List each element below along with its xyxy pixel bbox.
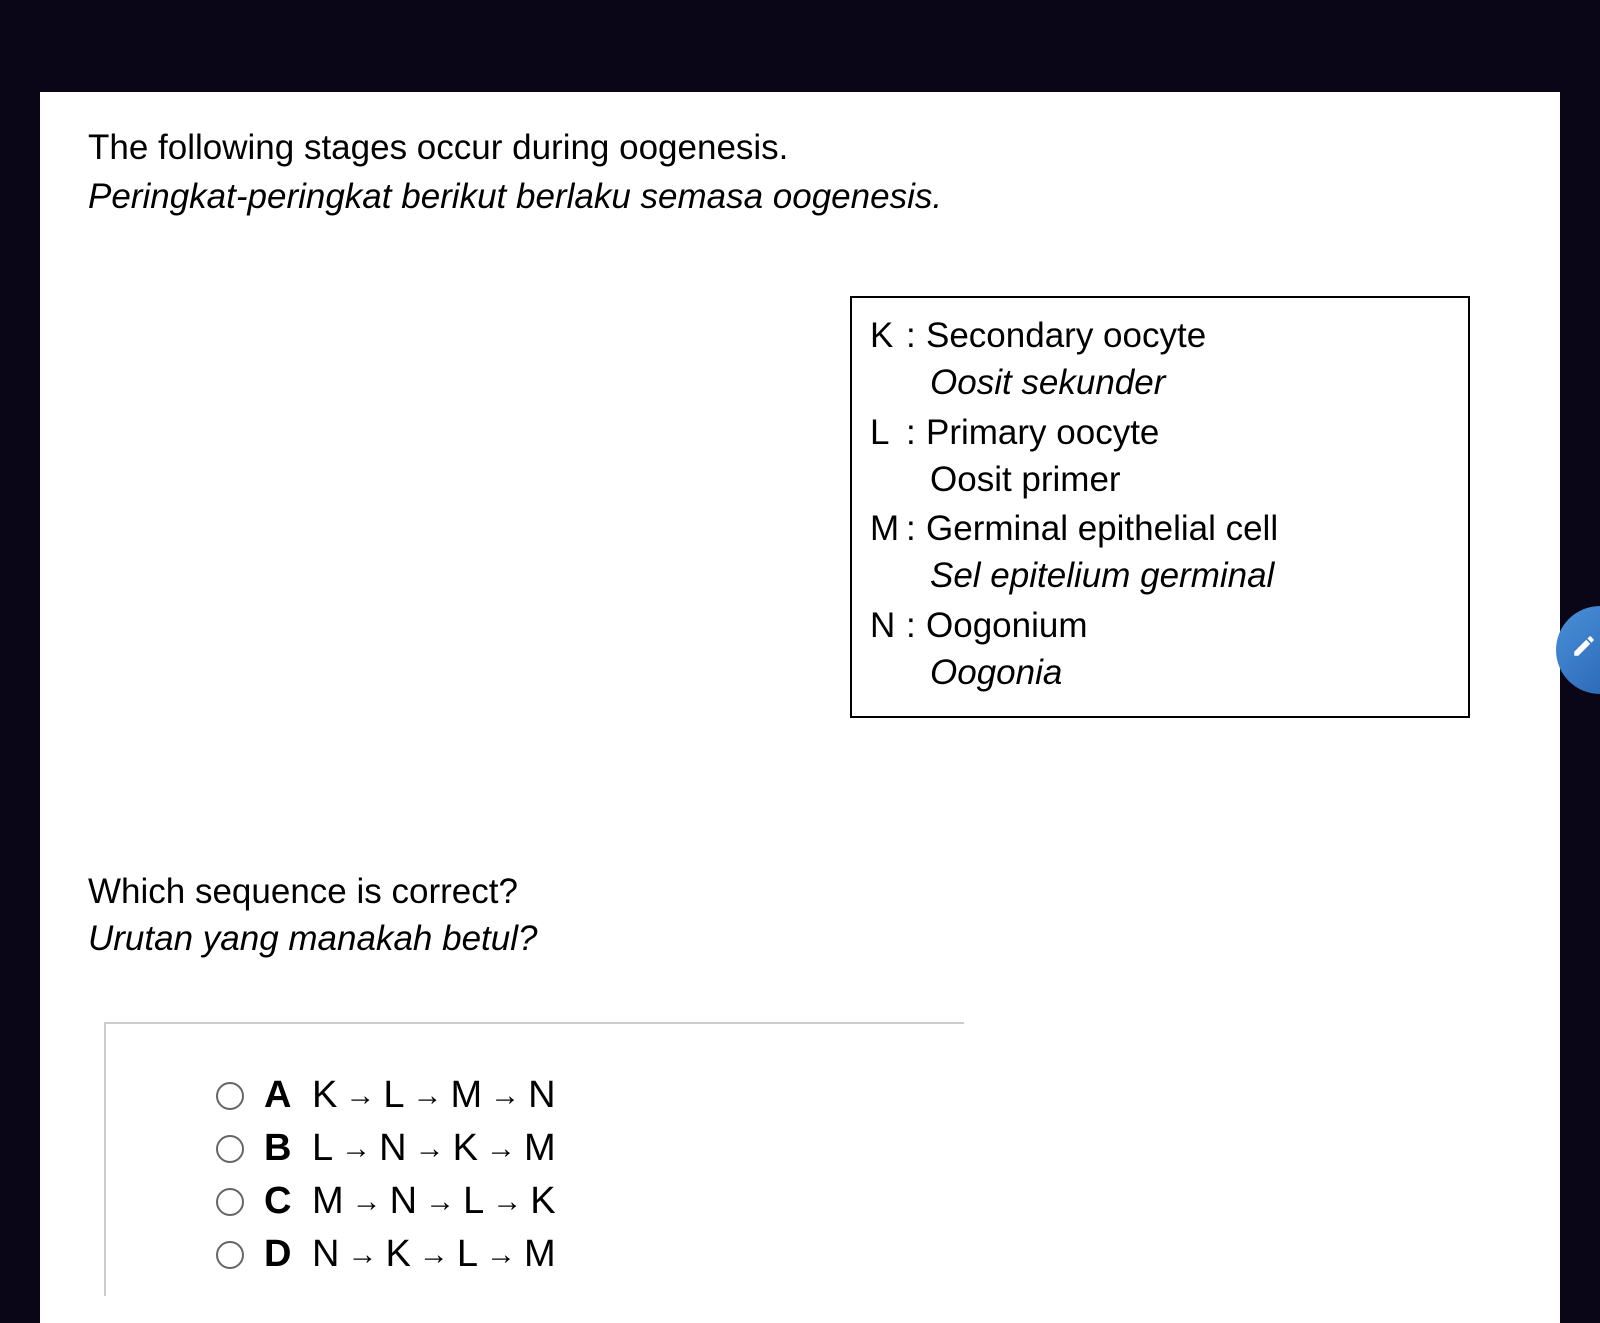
- side-tab-button[interactable]: [1556, 606, 1600, 694]
- sub-question-ms: Urutan yang manakah betul?: [88, 915, 537, 962]
- legend-en: L:Primary oocyte: [870, 409, 1450, 456]
- option-sequence: K → L → M → N: [312, 1074, 556, 1117]
- question-card: The following stages occur during oogene…: [40, 92, 1560, 1323]
- seq-item: M: [312, 1180, 344, 1223]
- legend-colon: :: [906, 409, 926, 456]
- sub-question-en: Which sequence is correct?: [88, 868, 537, 915]
- legend-en: K:Secondary oocyte: [870, 312, 1450, 359]
- legend-item: N:Oogonium Oogonia: [870, 602, 1450, 697]
- options-container: A K → L → M → N B L → N → K → M: [104, 1022, 964, 1296]
- option-letter: D: [264, 1233, 312, 1276]
- legend-key: K: [870, 312, 906, 359]
- legend-term-en: Primary oocyte: [926, 413, 1159, 452]
- arrow-icon: →: [486, 1238, 516, 1272]
- seq-item: N: [312, 1233, 339, 1276]
- option-sequence: N → K → L → M: [312, 1233, 556, 1276]
- option-letter: A: [264, 1074, 312, 1117]
- seq-item: K: [530, 1180, 555, 1223]
- radio-icon[interactable]: [216, 1188, 244, 1216]
- legend-term-en: Oogonium: [926, 606, 1087, 645]
- seq-item: L: [463, 1180, 484, 1223]
- pencil-icon: [1571, 633, 1597, 667]
- legend-item: K:Secondary oocyte Oosit sekunder: [870, 312, 1450, 407]
- legend-ms: Oogonia: [870, 649, 1450, 696]
- question-intro-en: The following stages occur during oogene…: [88, 124, 1512, 171]
- option-sequence: L → N → K → M: [312, 1127, 556, 1170]
- option-letter: B: [264, 1127, 312, 1170]
- question-intro-ms: Peringkat-peringkat berikut berlaku sema…: [88, 173, 1512, 220]
- option-b[interactable]: B L → N → K → M: [216, 1127, 964, 1170]
- option-d[interactable]: D N → K → L → M: [216, 1233, 964, 1276]
- seq-item: K: [453, 1127, 478, 1170]
- legend-en: N:Oogonium: [870, 602, 1450, 649]
- legend-key: N: [870, 602, 906, 649]
- legend-ms: Oosit sekunder: [870, 359, 1450, 406]
- arrow-icon: →: [419, 1238, 449, 1272]
- arrow-icon: →: [415, 1132, 445, 1166]
- arrow-icon: →: [490, 1079, 520, 1113]
- legend-en: M:Germinal epithelial cell: [870, 505, 1450, 552]
- sub-question: Which sequence is correct? Urutan yang m…: [88, 868, 537, 963]
- seq-item: N: [390, 1180, 417, 1223]
- legend-key: M: [870, 505, 906, 552]
- arrow-icon: →: [413, 1079, 443, 1113]
- legend-colon: :: [906, 312, 926, 359]
- arrow-icon: →: [341, 1132, 371, 1166]
- seq-item: M: [524, 1127, 556, 1170]
- arrow-icon: →: [486, 1132, 516, 1166]
- seq-item: L: [383, 1074, 404, 1117]
- arrow-icon: →: [425, 1185, 455, 1219]
- legend-term-en: Germinal epithelial cell: [926, 509, 1278, 548]
- legend-box: K:Secondary oocyte Oosit sekunder L:Prim…: [850, 296, 1470, 718]
- seq-item: L: [457, 1233, 478, 1276]
- arrow-icon: →: [345, 1079, 375, 1113]
- legend-item: L:Primary oocyte Oosit primer: [870, 409, 1450, 504]
- seq-item: K: [312, 1074, 337, 1117]
- radio-icon[interactable]: [216, 1082, 244, 1110]
- seq-item: L: [312, 1127, 333, 1170]
- legend-ms: Sel epitelium germinal: [870, 552, 1450, 599]
- legend-colon: :: [906, 602, 926, 649]
- arrow-icon: →: [347, 1238, 377, 1272]
- legend-item: M:Germinal epithelial cell Sel epitelium…: [870, 505, 1450, 600]
- seq-item: M: [451, 1074, 483, 1117]
- seq-item: M: [524, 1233, 556, 1276]
- seq-item: K: [385, 1233, 410, 1276]
- legend-colon: :: [906, 505, 926, 552]
- seq-item: N: [528, 1074, 555, 1117]
- radio-icon[interactable]: [216, 1241, 244, 1269]
- option-letter: C: [264, 1180, 312, 1223]
- legend-key: L: [870, 409, 906, 456]
- radio-icon[interactable]: [216, 1135, 244, 1163]
- arrow-icon: →: [492, 1185, 522, 1219]
- arrow-icon: →: [352, 1185, 382, 1219]
- option-c[interactable]: C M → N → L → K: [216, 1180, 964, 1223]
- option-a[interactable]: A K → L → M → N: [216, 1074, 964, 1117]
- seq-item: N: [379, 1127, 406, 1170]
- legend-term-en: Secondary oocyte: [926, 316, 1206, 355]
- legend-ms: Oosit primer: [870, 456, 1450, 503]
- option-sequence: M → N → L → K: [312, 1180, 556, 1223]
